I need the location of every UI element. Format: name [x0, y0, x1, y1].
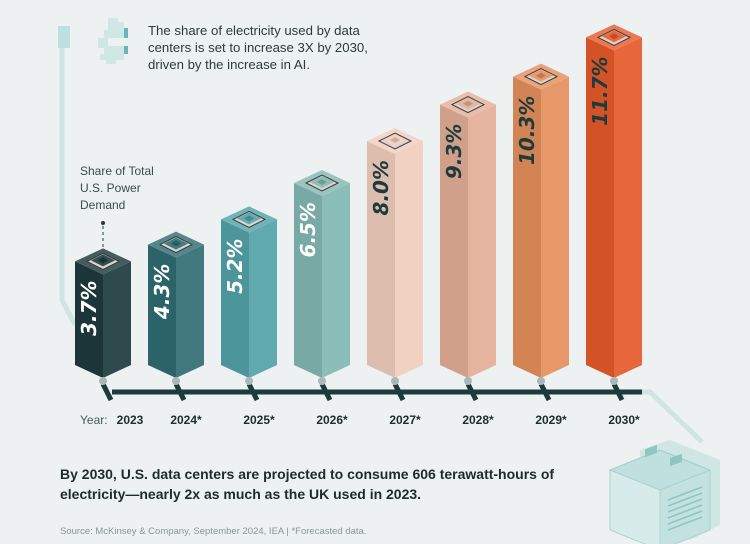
bar-right-face	[541, 76, 569, 378]
bar-value-label: 6.5%	[296, 202, 320, 257]
intro-text: The share of electricity used by data ce…	[148, 23, 368, 72]
bar-joint	[172, 377, 180, 385]
bar-value-label: 3.7%	[77, 280, 101, 335]
bar-connector	[100, 382, 114, 402]
bar-joint	[99, 377, 107, 385]
bar-joint	[610, 377, 618, 385]
bar-left-face	[75, 261, 103, 378]
chip-icon	[450, 96, 486, 114]
bar-connector	[319, 382, 333, 402]
bar-connector	[173, 382, 187, 402]
pipe-left	[59, 30, 78, 327]
bar-value-label: 10.3%	[515, 96, 539, 165]
bar-left-face	[513, 76, 541, 378]
bar-connector	[246, 382, 260, 402]
bar-value-label: 5.2%	[223, 238, 247, 293]
bar-2028: 9.3%	[440, 91, 496, 402]
pointer-dot	[101, 221, 105, 225]
bar-left-face	[586, 37, 614, 379]
bar-2027: 8.0%	[367, 128, 423, 402]
pixel-pacman-icon	[98, 18, 128, 64]
x-axis-prefix: Year:	[80, 413, 108, 427]
bar-joint	[318, 377, 326, 385]
bar-2026: 6.5%	[294, 170, 350, 402]
bar-right-face	[395, 141, 423, 378]
chip-icon	[231, 210, 267, 228]
server-rack-icon	[608, 440, 720, 544]
chip-icon	[377, 132, 413, 150]
x-tick-label: 2030*	[608, 413, 640, 427]
bar-connector	[611, 382, 625, 402]
bar-right-face	[249, 219, 277, 378]
bar-connector	[465, 382, 479, 402]
bar-joint	[245, 377, 253, 385]
x-tick-label: 2025*	[243, 413, 275, 427]
bar-left-face	[294, 183, 322, 378]
chip-icon	[304, 174, 340, 192]
decorations	[58, 18, 720, 544]
source-note: Source: McKinsey & Company, September 20…	[60, 526, 367, 537]
bar-value-label: 4.3%	[150, 264, 174, 320]
pipe-right	[640, 389, 704, 444]
chip-icon	[523, 68, 559, 86]
bar-left-face	[367, 141, 395, 378]
chip-icon	[596, 28, 632, 46]
x-tick-label: 2026*	[316, 413, 348, 427]
bar-right-face	[176, 244, 204, 378]
bar-right-face	[322, 183, 350, 378]
bar-right-face	[614, 37, 642, 379]
bar-value-label: 9.3%	[442, 124, 466, 179]
x-tick-label: 2027*	[389, 413, 421, 427]
bar-joint	[391, 377, 399, 385]
x-tick-label: 2024*	[170, 413, 202, 427]
bar-left-face	[440, 104, 468, 378]
bar-2025: 5.2%	[221, 206, 277, 402]
bar-right-face	[468, 104, 496, 378]
bar-connector	[392, 382, 406, 402]
bar-connector	[538, 382, 552, 402]
bar-left-face	[148, 244, 176, 378]
bar-value-label: 11.7%	[588, 56, 612, 125]
x-tick-label: 2028*	[462, 413, 494, 427]
chip-icon	[85, 252, 121, 270]
x-tick-label: 2023	[117, 413, 144, 427]
bar-2029: 10.3%	[513, 63, 569, 402]
chip-icon	[158, 236, 194, 254]
bar-right-face	[103, 261, 131, 378]
bar-2023: 3.7%	[75, 248, 131, 402]
summary-text: By 2030, U.S. data centers are projected…	[60, 466, 555, 502]
pipe-cap	[58, 26, 70, 48]
bar-joint	[464, 377, 472, 385]
bar-2024: 4.3%	[148, 231, 204, 402]
bar-value-label: 8.0%	[369, 160, 393, 215]
bar-joint	[537, 377, 545, 385]
bar-2030: 11.7%	[586, 24, 642, 402]
x-tick-label: 2029*	[535, 413, 567, 427]
y-axis-label: Share of Total U.S. Power Demand	[80, 164, 154, 212]
bar-left-face	[221, 219, 249, 378]
